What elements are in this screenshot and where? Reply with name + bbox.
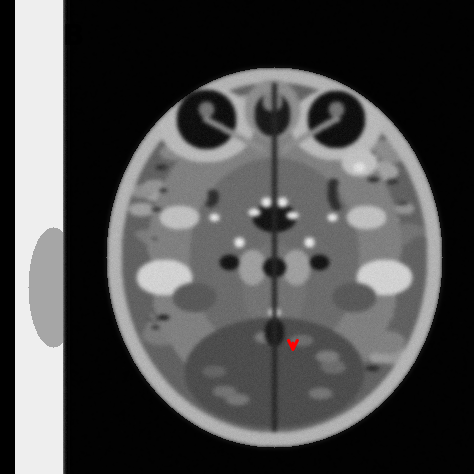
- Text: B: B: [63, 23, 84, 51]
